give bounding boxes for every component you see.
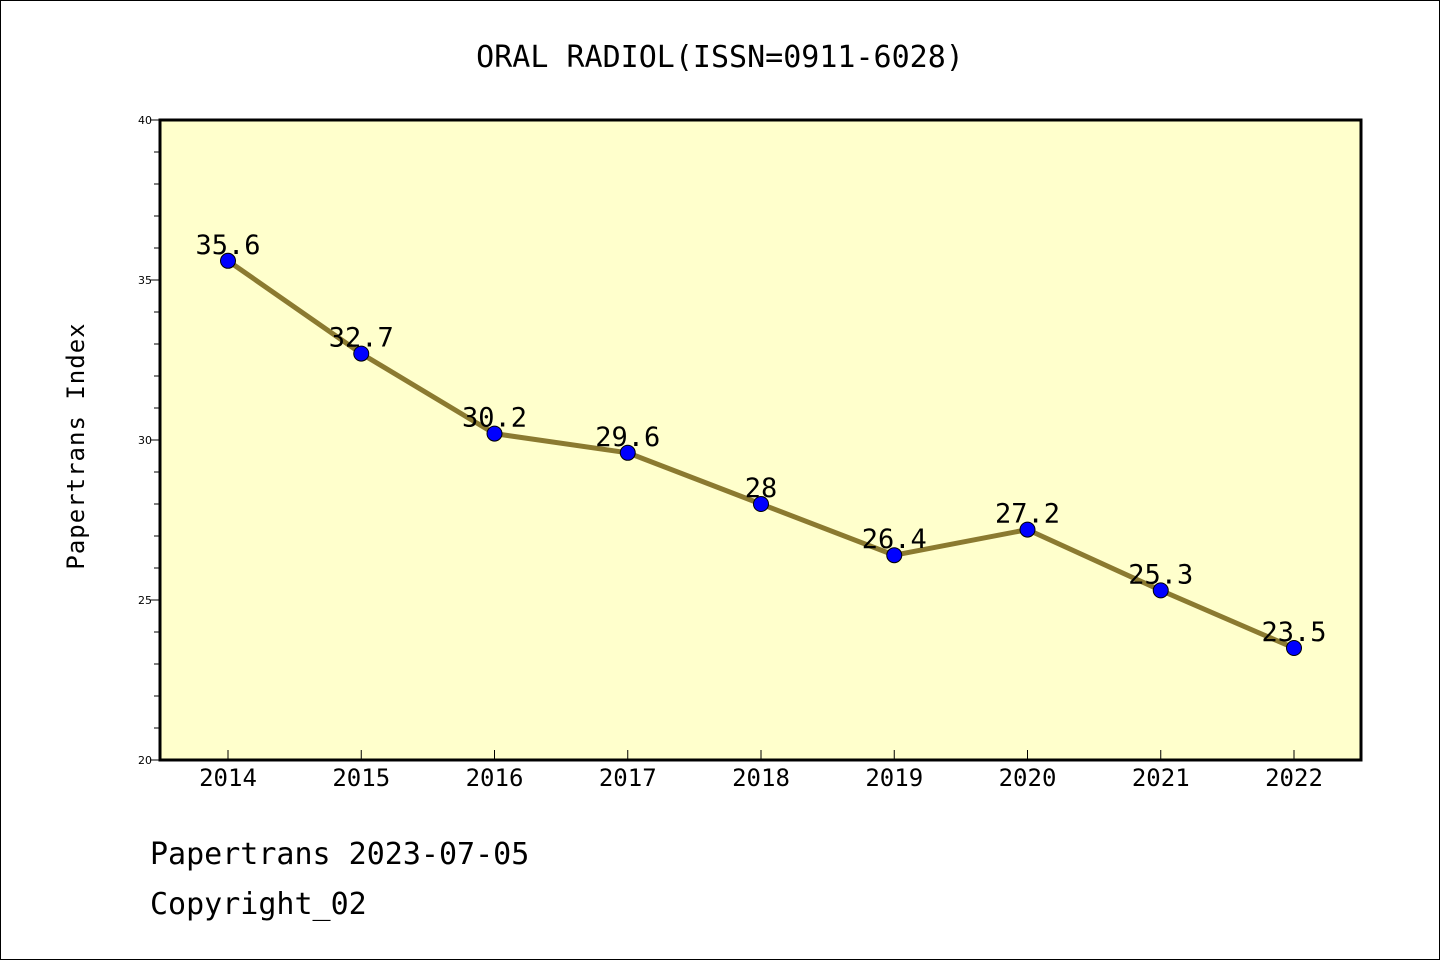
data-point xyxy=(619,444,636,461)
y-tick-label: 20 xyxy=(138,754,152,767)
x-tick-label: 2019 xyxy=(865,764,923,792)
data-label: 35.6 xyxy=(195,230,260,261)
y-axis-label: Papertrans Index xyxy=(62,322,90,569)
x-tick-label: 2017 xyxy=(599,764,657,792)
y-tick-label: 30 xyxy=(138,434,152,447)
data-label: 28 xyxy=(745,473,778,504)
data-label: 29.6 xyxy=(595,422,660,453)
data-point xyxy=(753,496,769,512)
footer-copyright: Copyright_02 xyxy=(150,887,367,922)
data-label: 30.2 xyxy=(462,403,527,434)
data-label: 26.4 xyxy=(862,524,927,555)
chart-title: ORAL RADIOL(ISSN=0911-6028) xyxy=(476,40,964,75)
y-tick-label: 35 xyxy=(138,274,152,287)
data-point xyxy=(1019,521,1036,538)
x-axis: 2014 2015 2016 2017 2018 2019 2020 2021 2022 xyxy=(199,750,1323,792)
data-point xyxy=(353,345,370,362)
y-tick-label: 25 xyxy=(138,594,152,607)
data-point xyxy=(486,425,503,442)
data-point xyxy=(1286,640,1302,656)
plot-area xyxy=(160,120,1361,760)
x-tick-label: 2020 xyxy=(999,764,1057,792)
plot-border xyxy=(158,118,1363,762)
y-tick-label: 40 xyxy=(138,114,152,127)
data-series xyxy=(220,252,1302,656)
x-tick-label: 2022 xyxy=(1265,764,1323,792)
data-label: 25.3 xyxy=(1128,559,1193,590)
x-tick-label: 2018 xyxy=(732,764,790,792)
data-point xyxy=(220,252,236,269)
x-tick-label: 2016 xyxy=(466,764,524,792)
data-point xyxy=(1152,582,1169,599)
data-labels: 35.6 32.7 30.2 29.6 28 26.4 27.2 25.3 23.5 xyxy=(195,230,1326,648)
x-tick-label: 2015 xyxy=(332,764,390,792)
data-label: 23.5 xyxy=(1261,617,1326,648)
data-label: 32.7 xyxy=(329,323,394,354)
data-point xyxy=(886,547,903,564)
data-label: 27.2 xyxy=(995,499,1060,530)
x-tick-label: 2021 xyxy=(1132,764,1190,792)
y-axis: 20 25 30 35 40 xyxy=(138,114,160,767)
footer-date: Papertrans 2023-07-05 xyxy=(150,837,529,872)
x-tick-label: 2014 xyxy=(199,764,257,792)
